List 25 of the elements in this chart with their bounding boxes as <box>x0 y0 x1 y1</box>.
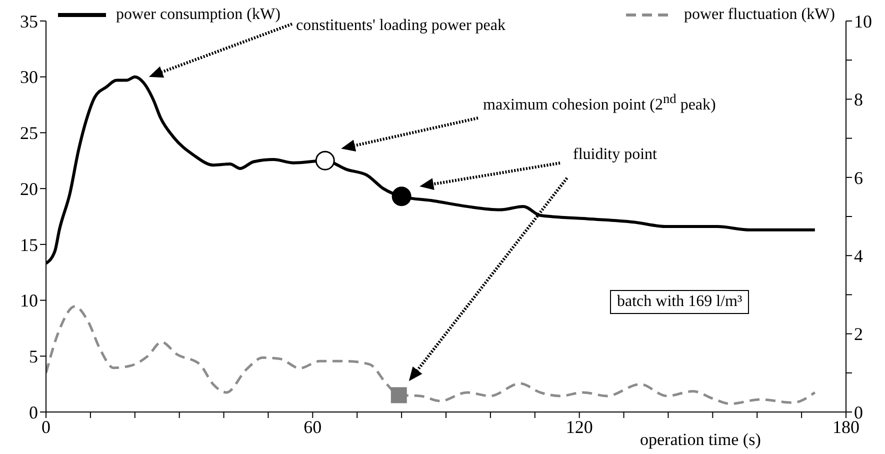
legend-label: power fluctuation (kW) <box>684 6 835 24</box>
x-tick-label: 0 <box>42 416 50 437</box>
y2-tick-label: 4 <box>854 246 863 266</box>
annotation: constituents' loading power peak <box>296 16 506 36</box>
y-tick-label: 5 <box>29 346 38 367</box>
x-axis-title: operation time (s) <box>640 430 761 450</box>
annotation: batch with 169 l/m³ <box>610 290 750 314</box>
y2-tick-label: 8 <box>854 90 863 110</box>
legend-label: power consumption (kW) <box>116 6 280 24</box>
x-tick-label: 60 <box>304 416 322 437</box>
line-series <box>46 305 816 406</box>
y-tick-label: 30 <box>20 67 38 88</box>
annotation: fluidity point <box>573 145 657 165</box>
y2-tick-label: 2 <box>854 324 863 344</box>
y-tick-label: 35 <box>20 11 38 32</box>
y-tick-label: 0 <box>29 402 38 422</box>
y2-tick-label: 10 <box>854 11 872 32</box>
y-tick-label: 25 <box>20 123 38 144</box>
y-tick-label: 10 <box>20 290 38 311</box>
y2-tick-label: 6 <box>854 168 863 188</box>
x-tick-label: 120 <box>566 416 593 437</box>
annotation: maximum cohesion point (2$^{nd}$ peak) <box>483 90 716 116</box>
y-tick-label: 15 <box>20 234 38 255</box>
y2-tick-label: 0 <box>854 402 863 422</box>
y-tick-label: 20 <box>20 178 38 199</box>
